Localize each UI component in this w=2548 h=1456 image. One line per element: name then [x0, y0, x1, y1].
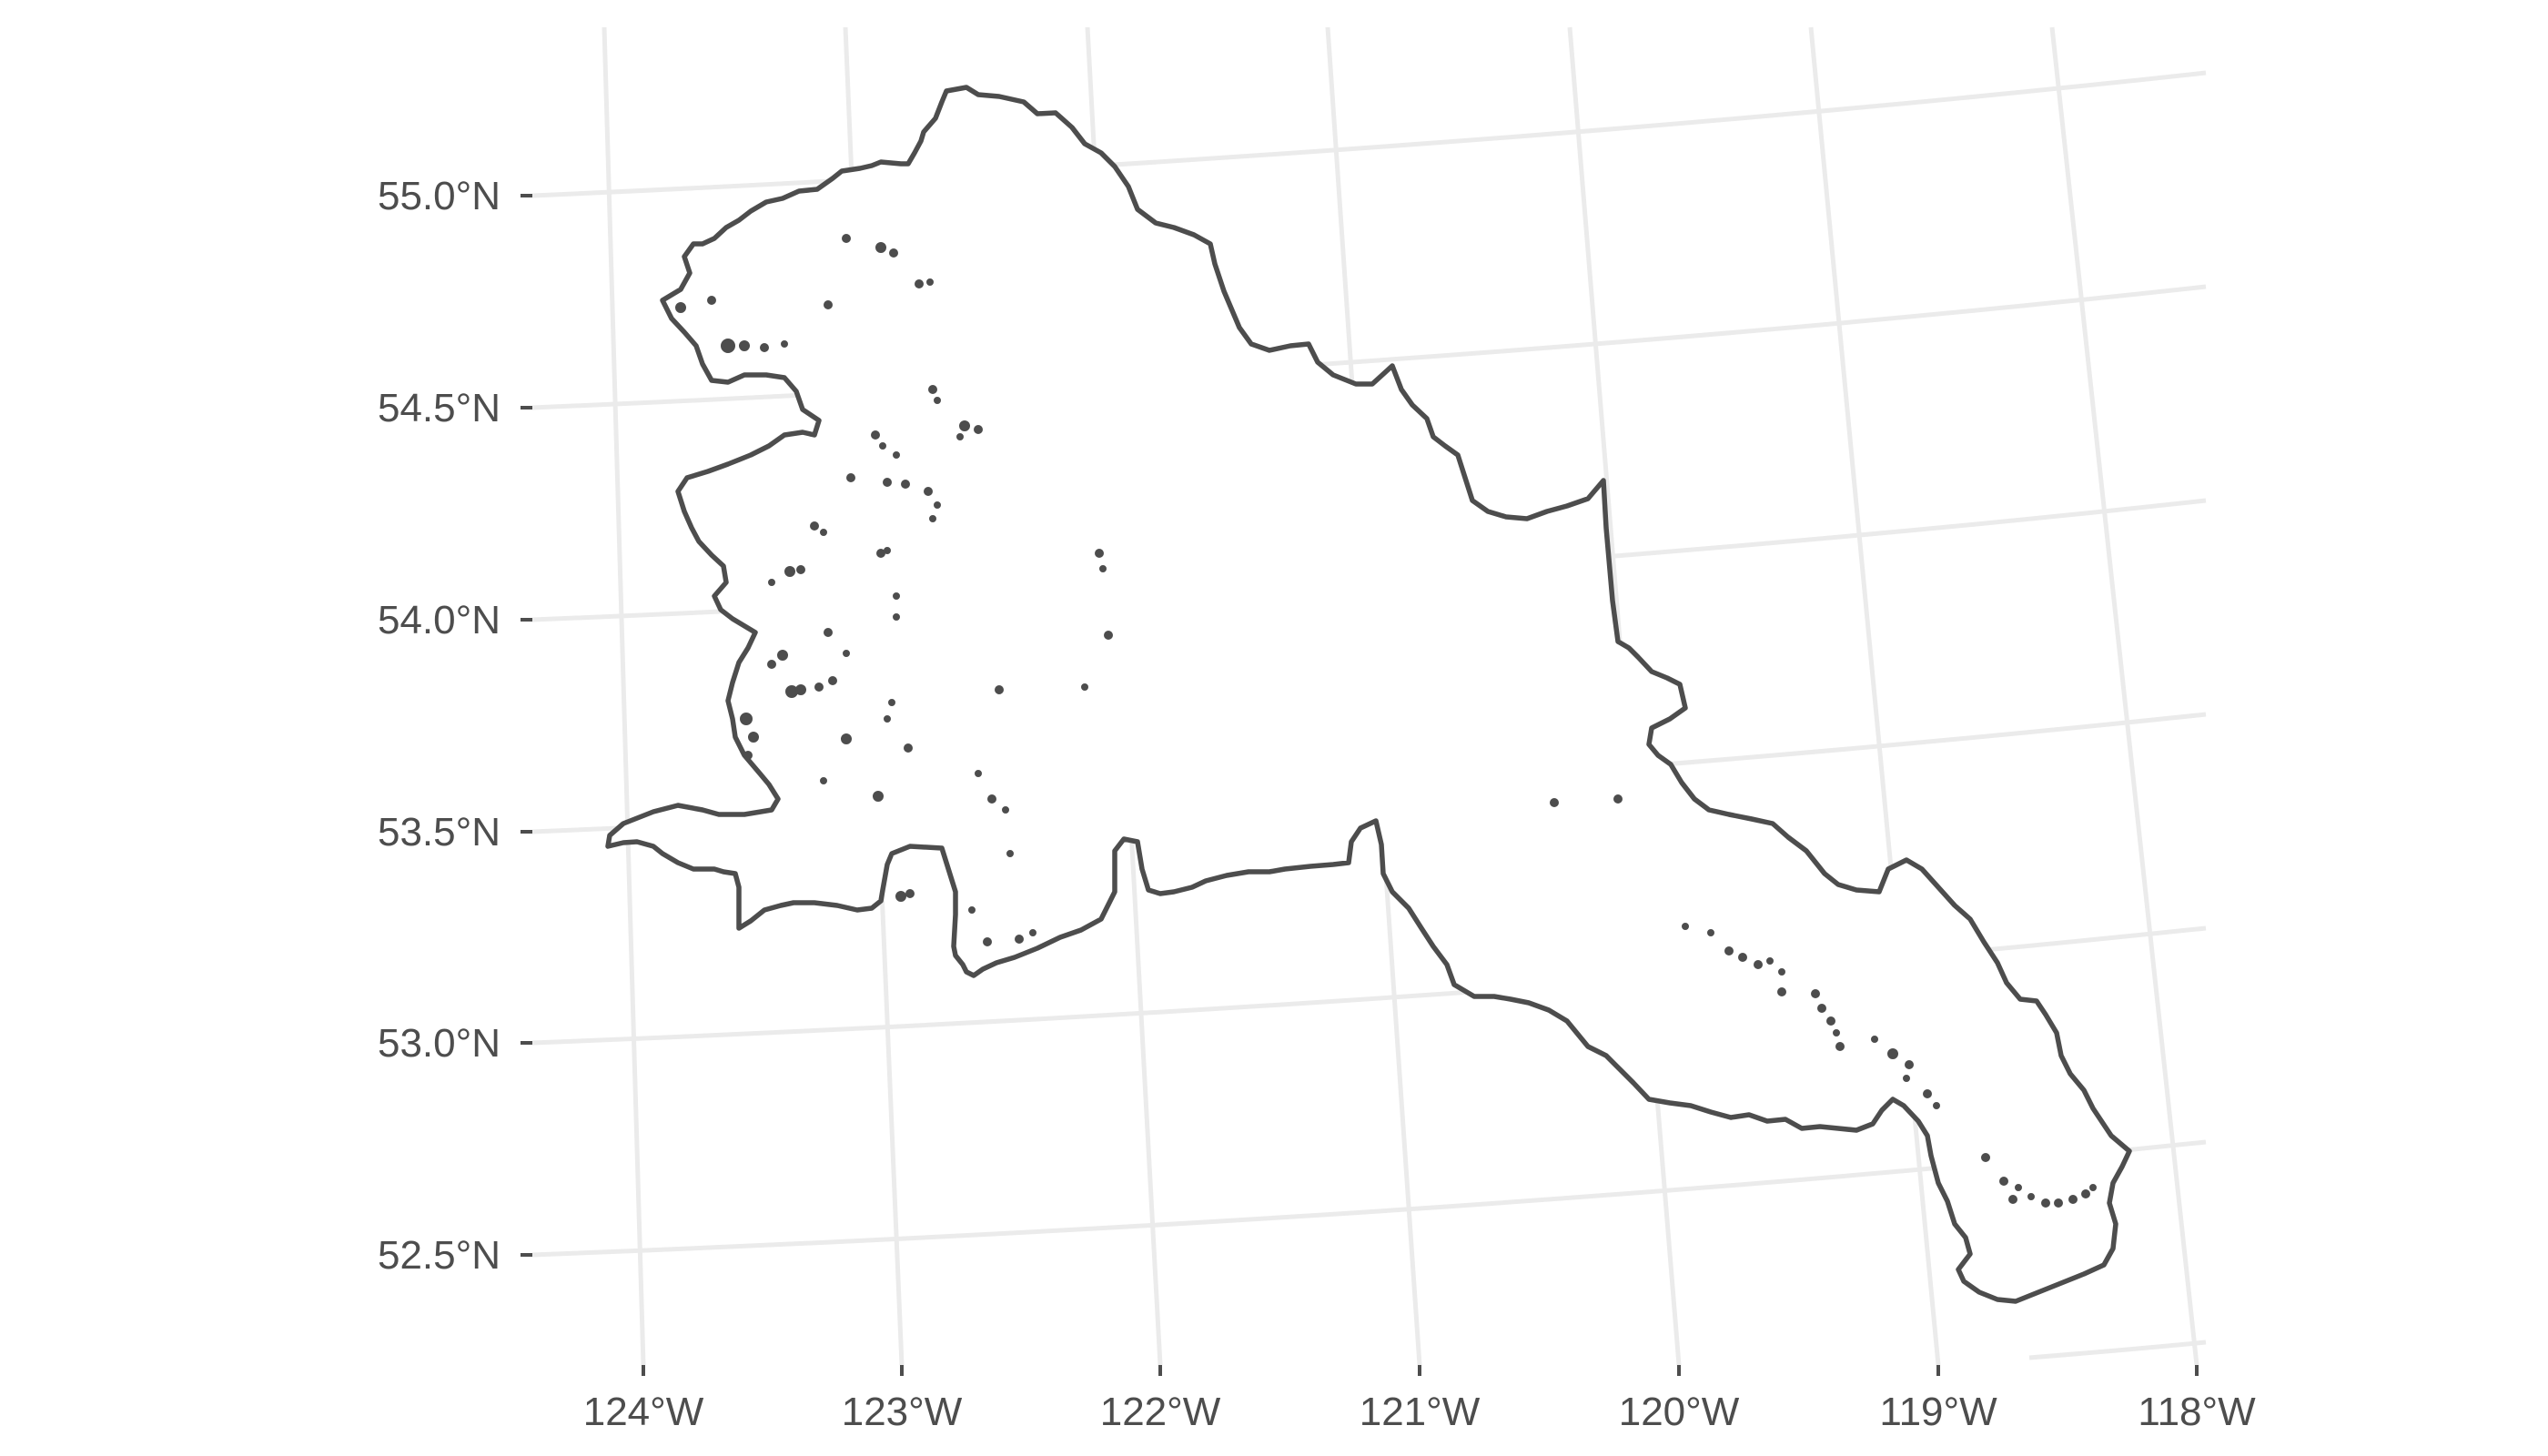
y-tick-label: 54.0°N	[378, 598, 500, 642]
x-tick-label: 120°W	[1619, 1390, 1740, 1434]
y-tick-label: 52.5°N	[378, 1233, 500, 1278]
x-axis: 124°W 123°W 122°W 121°W 120°W 119°W 118°…	[583, 1365, 2256, 1434]
longitude-line-118	[2049, 26, 2199, 1366]
x-tick-label: 123°W	[842, 1390, 963, 1434]
x-tick-label: 121°W	[1360, 1390, 1481, 1434]
y-tick-label: 54.5°N	[378, 386, 500, 430]
latitude-line-52	[2028, 1340, 2207, 1360]
y-axis: 55.0°N 54.5°N 54.0°N 53.5°N 53.0°N 52.5°…	[378, 174, 532, 1278]
latitude-line-55	[531, 70, 2207, 198]
longitude-line-124	[602, 26, 646, 1366]
y-tick-label: 53.5°N	[378, 810, 500, 854]
longitude-line-119	[1808, 26, 1941, 1366]
y-tick-label: 53.0°N	[378, 1021, 500, 1066]
x-tick-label: 124°W	[583, 1390, 704, 1434]
map-patches	[675, 234, 2097, 1208]
x-tick-label: 119°W	[1879, 1390, 1997, 1434]
region-boundary	[605, 85, 2132, 1304]
x-tick-label: 122°W	[1100, 1390, 1221, 1434]
graticule	[531, 26, 2207, 1366]
x-tick-label: 118°W	[2138, 1390, 2256, 1434]
y-tick-label: 55.0°N	[378, 174, 500, 218]
